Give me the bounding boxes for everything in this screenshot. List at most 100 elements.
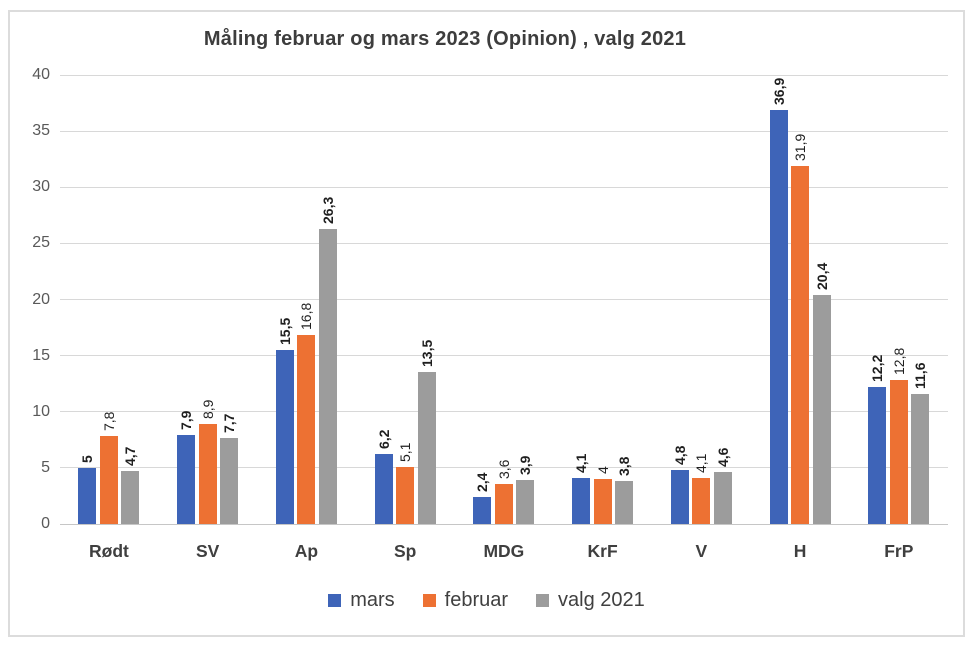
bar-value-label: 20,4 (813, 262, 830, 291)
x-axis-category-label: V (695, 541, 708, 561)
bar-value-label: 4 (594, 466, 611, 475)
bar-mars: 6,2 (374, 430, 393, 524)
bar-value-label: 11,6 (912, 362, 929, 389)
bar-februar: 31,9 (791, 134, 810, 524)
legend-item: mars (328, 589, 395, 611)
bar-mars: 2,4 (473, 473, 492, 524)
bar-value-label: 4,6 (714, 447, 731, 468)
y-axis-tick-label: 25 (32, 234, 50, 252)
bar-februar: 7,8 (99, 412, 118, 524)
bar-valg-2021: 4,6 (713, 448, 732, 524)
bar-value-label: 31,9 (792, 133, 809, 161)
bar-value-label: 26,3 (319, 196, 336, 224)
bar-group: 12,2 12,8 11,6 (868, 348, 930, 524)
y-axis-tick-label: 10 (32, 402, 50, 420)
legend-swatch-valg-2021 (536, 593, 550, 607)
gridline (59, 355, 949, 357)
legend-swatch-februar (422, 593, 436, 607)
bar-value-label: 13,5 (418, 340, 435, 368)
bar-mars: 36,9 (769, 78, 788, 524)
legend-swatch-mars (328, 593, 342, 607)
x-axis-line (59, 523, 949, 525)
gridline (59, 186, 949, 188)
bar-value-label: 4,1 (693, 453, 710, 473)
gridline (59, 130, 949, 132)
bar-group: 5 7,8 4,7 (78, 412, 140, 524)
bar-value-label: 7,7 (221, 413, 238, 433)
y-axis-tick-label: 35 (32, 122, 50, 140)
x-axis-category-label: FrP (884, 541, 914, 561)
x-axis-category-label: KrF (587, 541, 618, 561)
bar-group: 6,2 5,1 13,5 (374, 340, 436, 524)
bar-value-label: 3,6 (495, 459, 512, 479)
bar-valg-2021: 13,5 (417, 340, 436, 524)
bar-value-label: 12,8 (890, 348, 907, 376)
bar-februar: 4,1 (692, 454, 711, 524)
bar-februar: 5,1 (396, 442, 415, 524)
bar-mars: 12,2 (868, 355, 887, 524)
y-axis-tick-label: 5 (41, 458, 50, 476)
bar-group: 4,8 4,1 4,6 (670, 446, 732, 524)
y-axis-tick-label: 30 (32, 178, 50, 196)
legend-label: mars (350, 589, 395, 611)
bar-valg-2021: 3,8 (615, 457, 634, 524)
bar-value-label: 3,9 (517, 455, 534, 476)
bar-mars: 7,9 (177, 411, 196, 524)
bar-mars: 4,8 (670, 446, 689, 524)
bar-value-label: 36,9 (770, 77, 787, 105)
legend-item: februar (422, 589, 509, 611)
x-axis-category-label: Rødt (89, 541, 129, 561)
bar-group: 2,4 3,6 3,9 (473, 456, 535, 524)
bar-februar: 3,6 (494, 459, 513, 524)
bar-group: 15,5 16,8 26,3 (275, 197, 337, 524)
gridline (59, 74, 949, 76)
legend-item: valg 2021 (536, 589, 645, 611)
bar-value-label: 16,8 (298, 303, 315, 331)
bar-value-label: 5,1 (397, 442, 414, 462)
gridline (59, 411, 949, 413)
legend-label: valg 2021 (558, 589, 645, 611)
bar-valg-2021: 7,7 (220, 413, 239, 524)
chart-title: Måling februar og mars 2023 (Opinion) , … (203, 28, 687, 50)
x-axis-category-label: Ap (294, 541, 319, 561)
bar-valg-2021: 26,3 (318, 197, 337, 524)
bar-group: 7,9 8,9 7,7 (177, 400, 239, 524)
x-axis-category-label: SV (196, 541, 220, 561)
gridline (59, 299, 949, 300)
gridline (59, 242, 949, 244)
bar-mars: 15,5 (275, 318, 294, 524)
bar-value-label: 4,8 (671, 445, 688, 466)
bar-value-label: 6,2 (375, 429, 392, 450)
bar-valg-2021: 20,4 (812, 263, 831, 524)
x-axis-category-label: H (793, 541, 807, 561)
bar-mars: 4,1 (572, 454, 591, 524)
bar-valg-2021: 11,6 (911, 362, 930, 524)
bar-valg-2021: 4,7 (121, 447, 140, 524)
bar-value-label: 5 (79, 455, 96, 463)
bar-value-label: 8,9 (199, 399, 216, 420)
bar-februar: 8,9 (198, 400, 217, 524)
bar-group: 36,9 31,9 20,4 (769, 78, 831, 524)
bar-februar: 16,8 (297, 303, 316, 524)
bar-value-label: 3,8 (616, 456, 633, 477)
y-axis-tick-label: 0 (41, 515, 50, 532)
bar-group: 4,1 4 3,8 (572, 454, 634, 524)
gridline (59, 467, 949, 469)
bar-februar: 4 (593, 466, 612, 524)
bar-valg-2021: 3,9 (516, 456, 535, 524)
bar-value-label: 7,8 (100, 411, 117, 432)
bar-februar: 12,8 (889, 348, 908, 524)
bar-value-label: 2,4 (474, 472, 491, 493)
x-axis-category-label: MDG (483, 541, 525, 561)
y-axis-tick-label: 20 (32, 290, 50, 308)
bar-value-label: 12,2 (869, 354, 886, 383)
bar-mars: 5 (78, 455, 97, 524)
legend-label: februar (444, 589, 509, 611)
bar-value-label: 15,5 (276, 317, 293, 346)
bar-value-label: 7,9 (178, 410, 195, 431)
bar-value-label: 4,7 (122, 446, 139, 467)
x-axis-category-label: Sp (393, 541, 417, 561)
y-axis-tick-label: 15 (32, 346, 50, 364)
